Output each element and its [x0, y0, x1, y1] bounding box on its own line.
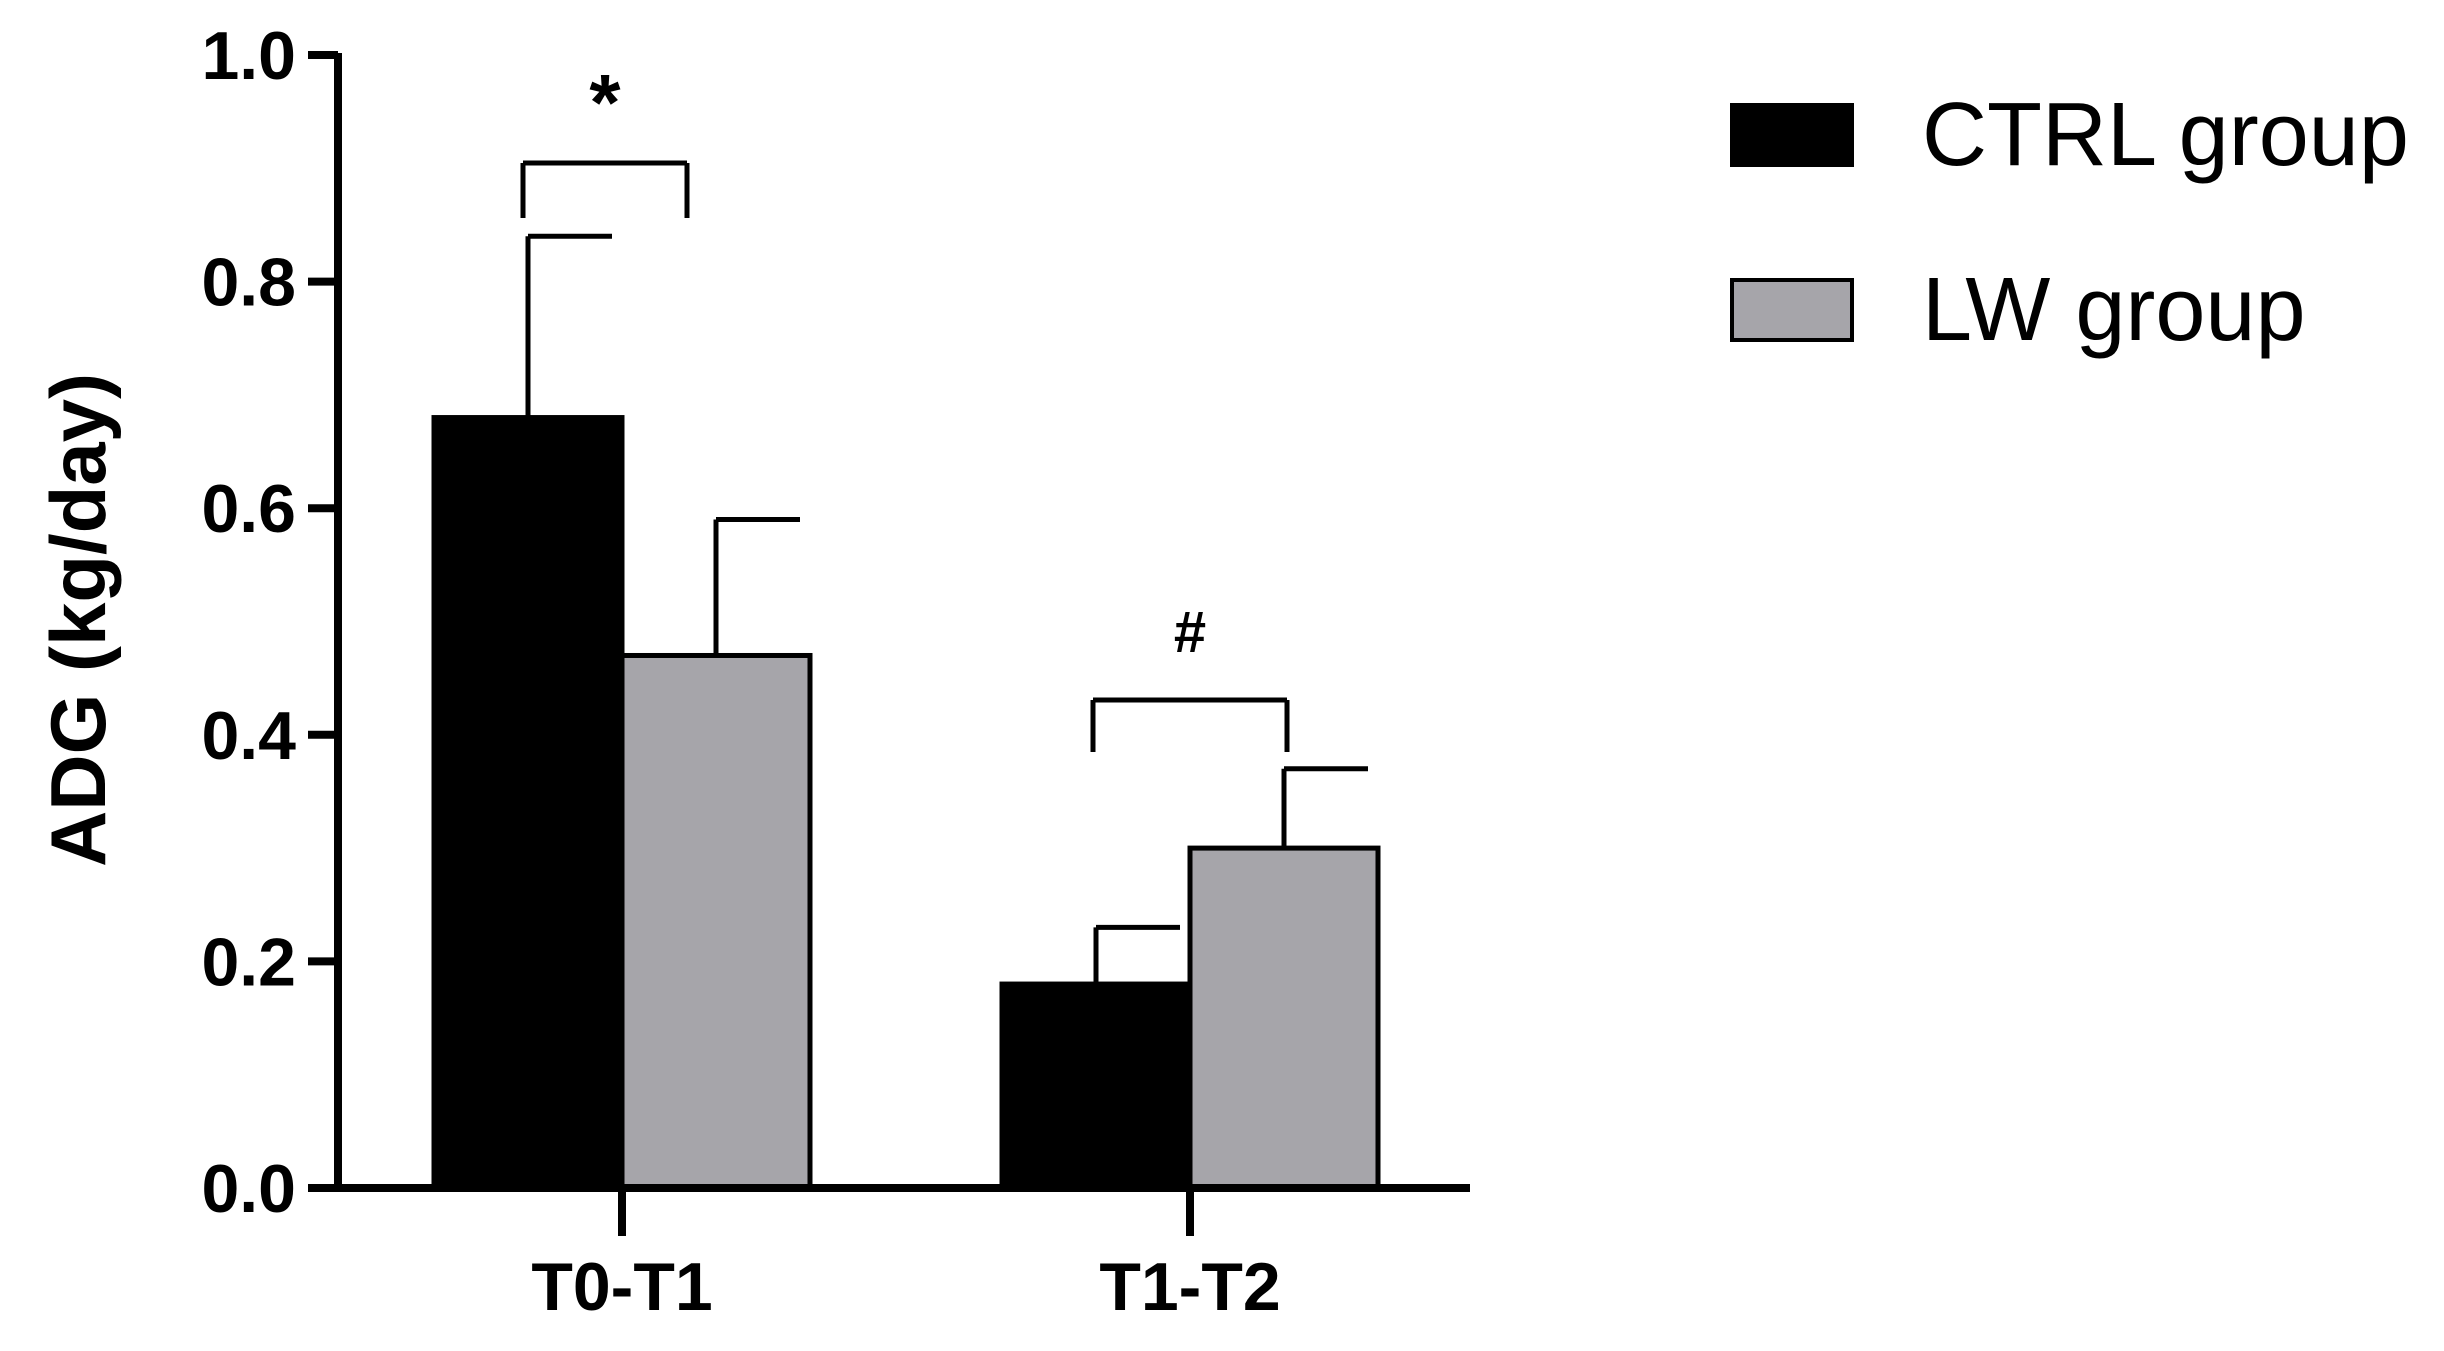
bar: [431, 415, 625, 1191]
y-tick-label: 0.6: [201, 471, 296, 547]
x-axis: T0-T1 T1-T2: [334, 1184, 1470, 1325]
plot-area: *#: [431, 58, 1381, 1191]
legend-label: CTRL group: [1922, 85, 2409, 185]
y-tick-label: 1.0: [201, 18, 296, 94]
y-tick-label: 0.2: [201, 924, 296, 1000]
legend-label: LW group: [1922, 260, 2306, 360]
y-tick-label: 0.8: [201, 245, 296, 321]
y-tick-label: 0.4: [201, 698, 296, 774]
significance-bracket: #: [1090, 600, 1290, 752]
bar: [999, 981, 1193, 1191]
y-tick-label: 0.0: [201, 1151, 296, 1227]
x-tick-label: T1-T2: [1099, 1249, 1280, 1325]
bar: [1187, 845, 1381, 1191]
legend-swatch: [1730, 103, 1854, 167]
bar: [619, 652, 813, 1191]
legend-swatch: [1730, 278, 1854, 342]
legend: CTRL group LW group: [1730, 85, 2409, 360]
y-axis: 0.0 0.2 0.4 0.6 0.8 1.0: [201, 18, 342, 1227]
y-axis-title: ADG (kg/day): [34, 373, 122, 867]
significance-symbol: #: [1174, 600, 1206, 665]
significance-symbol: *: [589, 58, 621, 147]
significance-bracket: *: [520, 58, 690, 218]
x-tick-label: T0-T1: [531, 1249, 712, 1325]
